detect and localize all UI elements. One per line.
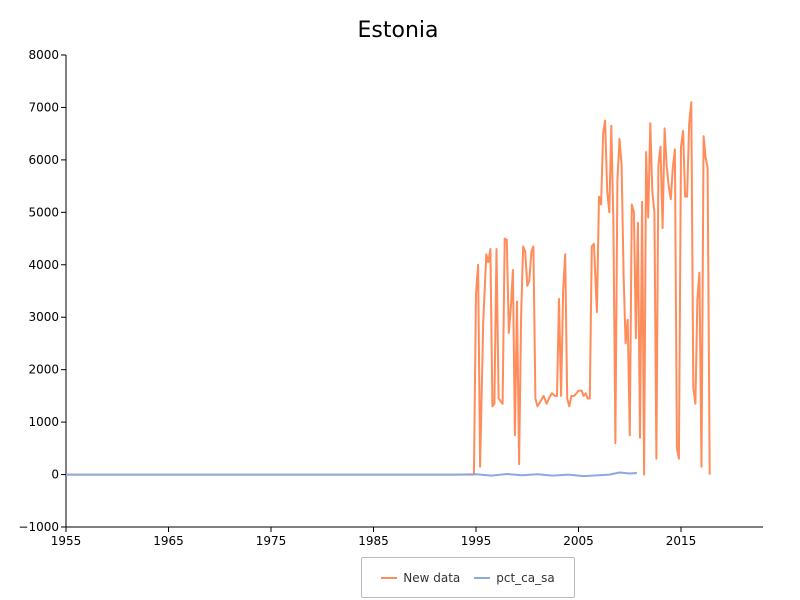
y-tick-label: 5000 (28, 205, 59, 219)
y-tick-label: 0 (51, 468, 59, 482)
x-tick-label: 1965 (153, 534, 184, 548)
y-tick-label: 6000 (28, 153, 59, 167)
legend-swatch-pct-ca-sa (474, 576, 491, 579)
series-layer (66, 101, 711, 478)
legend-swatch-new-data (381, 576, 398, 579)
x-tick-label: 1955 (51, 534, 82, 548)
legend: New data pct_ca_sa (361, 557, 575, 598)
x-tick-label: 2015 (666, 534, 697, 548)
axes: 800070006000500040003000200010000−100019… (18, 48, 763, 548)
x-tick-label: 1975 (256, 534, 287, 548)
y-tick-label: 2000 (28, 363, 59, 377)
y-tick-label: 7000 (28, 100, 59, 114)
y-tick-label: 4000 (28, 258, 59, 272)
legend-label-pct-ca-sa: pct_ca_sa (496, 570, 555, 585)
legend-item-pct-ca-sa[interactable]: pct_ca_sa (474, 570, 555, 585)
legend-item-new-data[interactable]: New data (381, 571, 460, 585)
y-tick-label: 1000 (28, 415, 59, 429)
chart-title: Estonia (358, 18, 439, 43)
series-line-new-data[interactable] (66, 101, 711, 476)
y-tick-label: 8000 (28, 48, 59, 62)
legend-label-new-data: New data (403, 570, 461, 585)
y-tick-label: −1000 (18, 520, 59, 534)
series-line-pct-ca-sa[interactable] (66, 471, 637, 478)
x-tick-label: 1995 (461, 534, 492, 548)
x-tick-label: 2005 (563, 534, 594, 548)
x-tick-label: 1985 (358, 534, 389, 548)
y-tick-label: 3000 (28, 310, 59, 324)
